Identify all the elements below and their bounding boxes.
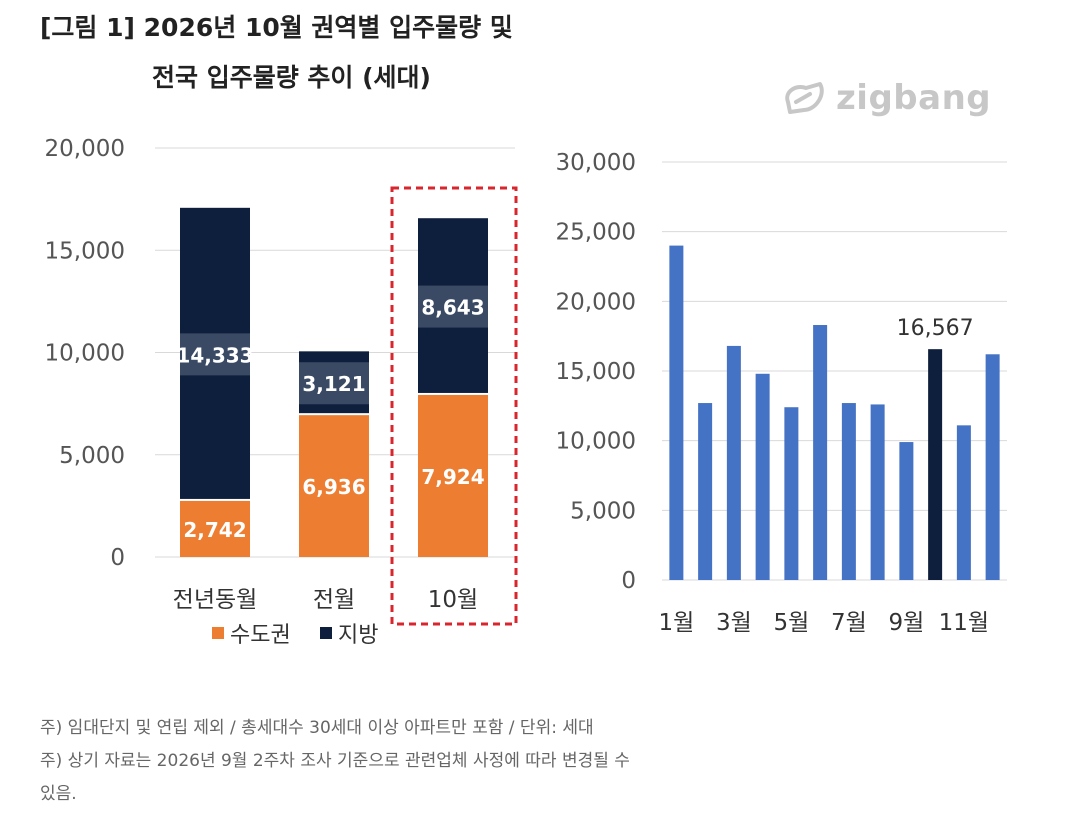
right-bar-month — [928, 349, 943, 580]
right-bar-month — [956, 425, 971, 580]
charts-canvas: 0 5,000 10,000 15,000 20,000 2,742 14,333 전년동월 6… — [45, 136, 1007, 648]
right-bar-month — [726, 345, 741, 580]
right-bar-month — [813, 325, 828, 580]
left-x-tick-label: 전월 — [313, 587, 355, 613]
right-y-tick-label: 30,000 — [556, 150, 636, 176]
right-x-tick-label: 7월 — [831, 610, 867, 636]
left-value-label-sudogwon: 2,742 — [183, 518, 246, 542]
zigbang-logo-icon — [785, 82, 824, 114]
left-y-tick-label: 5,000 — [59, 443, 125, 469]
footnote-1: 주) 임대단지 및 연립 제외 / 총세대수 30세대 이상 아파트만 포함 /… — [40, 718, 594, 738]
left-value-label-sudogwon: 6,936 — [302, 475, 365, 499]
left-value-label-bg — [418, 285, 488, 328]
right-bar-month — [784, 407, 799, 580]
chart-title-line1: [그림 1] 2026년 10월 권역별 입주물량 및 — [40, 13, 513, 42]
right-bar-month — [755, 373, 770, 580]
right-y-tick-label: 5,000 — [570, 498, 636, 524]
zigbang-logo: zigbang — [782, 78, 991, 118]
right-bar-month — [899, 442, 914, 580]
right-x-tick-label: 1월 — [658, 610, 694, 636]
left-y-tick-label: 15,000 — [45, 238, 125, 264]
zigbang-logo-text: zigbang — [836, 78, 992, 118]
left-y-tick-label: 0 — [110, 545, 125, 571]
footnote-2: 주) 상기 자료는 2026년 9월 2주차 조사 기준으로 관련업체 사정에 … — [40, 751, 630, 771]
right-bar-month — [841, 403, 856, 580]
right-bar-month — [870, 404, 885, 580]
left-x-tick-label: 전년동월 — [173, 587, 258, 613]
left-x-tick-label: 10월 — [428, 587, 478, 613]
left-value-label-bg — [299, 362, 369, 405]
right-x-tick-label: 5월 — [773, 610, 809, 636]
left-value-label-bg — [180, 333, 250, 376]
legend-swatch-sudogwon — [212, 627, 224, 639]
right-y-tick-label: 10,000 — [556, 429, 636, 455]
chart-title-line2: 전국 입주물량 추이 (세대) — [152, 63, 431, 92]
legend-label-sudogwon: 수도권 — [230, 623, 291, 648]
left-bar-sudogwon — [418, 394, 488, 557]
right-y-tick-label: 15,000 — [556, 359, 636, 385]
right-highlight-value-label: 16,567 — [897, 316, 974, 341]
right-y-tick-label: 0 — [621, 568, 636, 594]
right-y-tick-label: 20,000 — [556, 289, 636, 315]
highlight-box-october — [390, 186, 518, 626]
left-bar-sudogwon — [180, 500, 250, 557]
right-bar-month — [698, 403, 713, 580]
legend-label-jibang: 지방 — [338, 623, 378, 648]
left-y-tick-label: 10,000 — [45, 341, 125, 367]
right-x-tick-label: 11월 — [939, 610, 989, 636]
right-x-tick-label: 9월 — [888, 610, 924, 636]
left-value-label-jibang: 14,333 — [176, 343, 253, 367]
right-x-tick-label: 3월 — [716, 610, 752, 636]
footnote-3: 있음. — [40, 784, 77, 804]
left-value-label-jibang: 8,643 — [421, 296, 484, 320]
footnotes: 주) 임대단지 및 연립 제외 / 총세대수 30세대 이상 아파트만 포함 /… — [40, 712, 820, 811]
left-value-label-sudogwon: 7,924 — [421, 465, 484, 489]
left-value-label-jibang: 3,121 — [302, 372, 365, 396]
right-bar-month — [669, 245, 684, 580]
left-bar-sudogwon — [299, 415, 369, 557]
right-y-tick-label: 25,000 — [556, 220, 636, 246]
right-bar-month — [985, 354, 1000, 580]
legend-swatch-jibang — [320, 627, 332, 639]
left-y-tick-label: 20,000 — [45, 136, 125, 162]
